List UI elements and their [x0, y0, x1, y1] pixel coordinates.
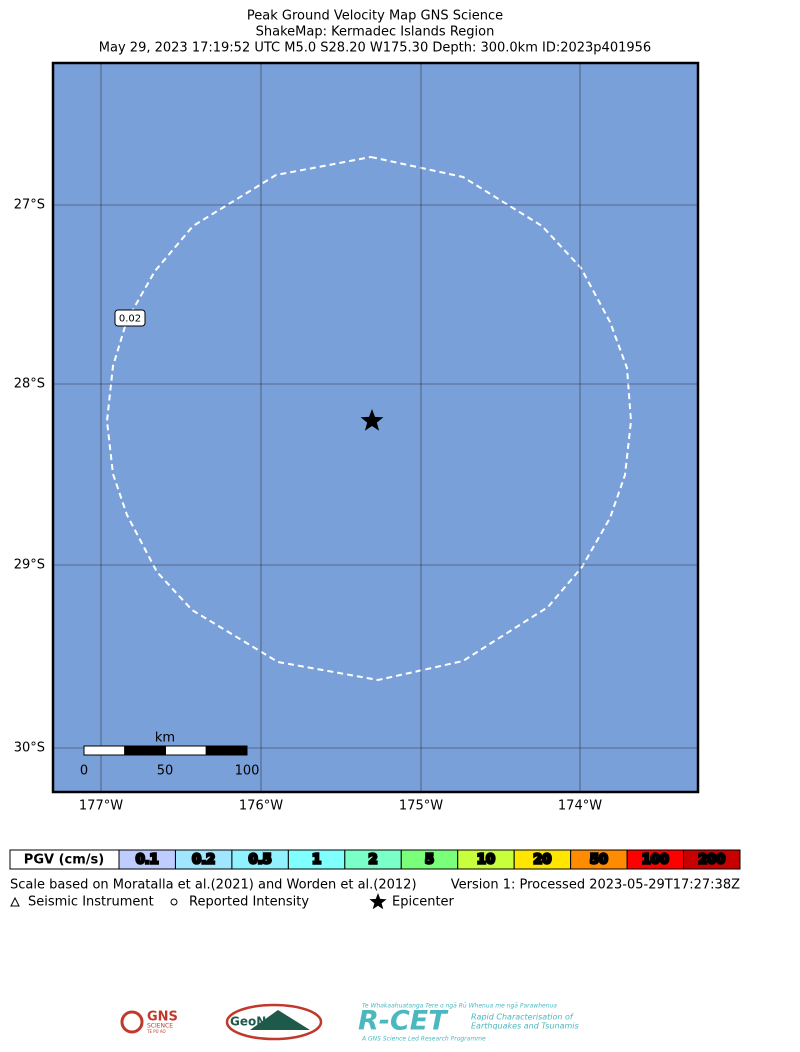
- lon-label: 177°W: [79, 799, 123, 814]
- lat-label: 28°S: [14, 377, 45, 392]
- epicenter: [360, 409, 384, 431]
- scale-label: 100: [235, 764, 260, 779]
- gns-icon: [120, 1010, 144, 1034]
- symbol-label: Epicenter: [392, 895, 455, 910]
- legend-bin-label: 20: [533, 853, 551, 868]
- scale-bar-segment: [205, 745, 248, 756]
- instrument-symbol: [10, 896, 20, 907]
- scale-bar-segment: [83, 745, 126, 756]
- legend-bin-label: 50: [590, 853, 608, 868]
- legend-bin-label: 5: [425, 853, 434, 868]
- epicenter-symbol: [369, 893, 387, 910]
- legend-title: PGV (cm/s): [24, 853, 104, 868]
- event-info: May 29, 2023 17:19:52 UTC M5.0 S28.20 W1…: [99, 41, 651, 56]
- gns-name: GNS: [147, 1010, 178, 1025]
- legend-bin-label: 0.5: [249, 853, 272, 868]
- lon-label: 174°W: [558, 799, 602, 814]
- legend-bin: [683, 849, 741, 870]
- rcet-line1: Rapid Characterisation of: [471, 1013, 574, 1022]
- contour-label-box: [114, 309, 146, 327]
- scale-bar-segment: [124, 745, 166, 756]
- legend-bin-label: 100: [642, 853, 669, 868]
- scale-label: 50: [157, 764, 174, 779]
- legend-bin-label: 1: [312, 853, 321, 868]
- reference: Scale based on Moratalla et al.(2021) an…: [10, 878, 417, 893]
- geonet-mountain: [250, 1010, 310, 1030]
- legend-bin-label: 10: [477, 853, 495, 868]
- rcet-tagline: A GNS Science Led Research Programme: [361, 1036, 486, 1043]
- subtitle: ShakeMap: Kermadec Islands Region: [256, 25, 495, 40]
- legend-bin-label: 0.2: [192, 853, 215, 868]
- legend-bin-label: 2: [369, 853, 378, 868]
- map-frame: [51, 61, 700, 794]
- lat-label: 29°S: [14, 558, 45, 573]
- legend-bin-label: 0.1: [136, 853, 159, 868]
- gns-sub: SCIENCE: [147, 1023, 173, 1030]
- lon-label: 175°W: [399, 799, 443, 814]
- symbol-label: Seismic Instrument: [28, 895, 154, 910]
- scale-unit: km: [155, 731, 175, 746]
- version: Version 1: Processed 2023-05-29T17:27:38…: [451, 878, 740, 893]
- rcet-maori: Te Whakaahuatanga Tere o ngā Rū Whenua m…: [362, 1003, 557, 1010]
- title: Peak Ground Velocity Map GNS Science: [247, 9, 503, 24]
- geonet-name: GeoNet: [230, 1015, 280, 1029]
- rcet-line2: Earthquakes and Tsunamis: [471, 1022, 579, 1031]
- gns-maori: TE PŪ AO: [146, 1029, 166, 1034]
- intensity-symbol: [170, 898, 178, 906]
- lon-label: 176°W: [239, 799, 283, 814]
- scale-label: 0: [80, 764, 88, 779]
- scale-bar-segment: [165, 745, 207, 756]
- lat-label: 27°S: [14, 198, 45, 213]
- lat-label: 30°S: [14, 741, 45, 756]
- contour-label: 0.02: [119, 314, 141, 325]
- legend-bin-label: 200: [698, 853, 725, 868]
- geonet-ring: [225, 1003, 323, 1041]
- rcet-name: R-CET: [358, 1006, 449, 1037]
- symbol-label: Reported Intensity: [189, 895, 309, 910]
